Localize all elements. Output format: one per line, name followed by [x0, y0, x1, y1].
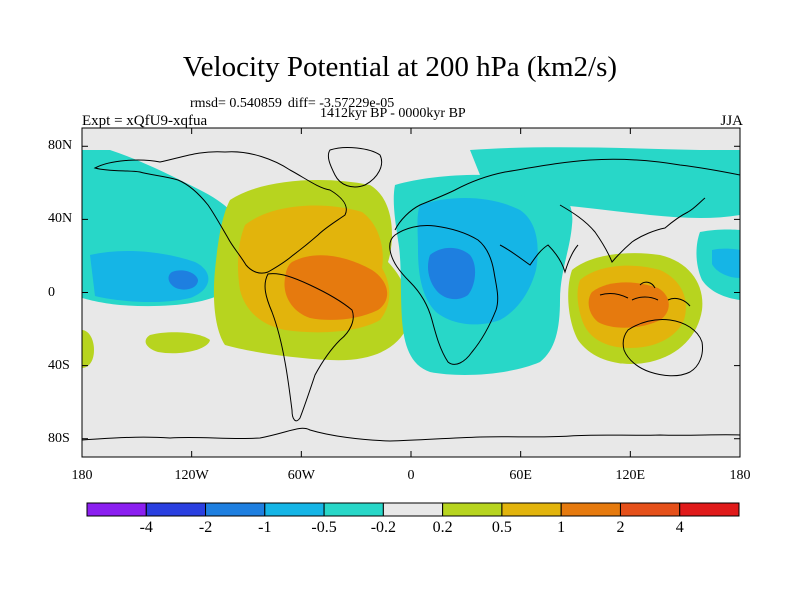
colorbar-level-label: 0.5 — [491, 519, 512, 536]
experiment-label: Expt = xQfU9-xqfua — [82, 113, 208, 129]
contour-neg-02-eurasia — [470, 147, 740, 219]
colorbar-swatch — [145, 502, 207, 517]
stats-line: rmsd= 0.540859 diff= -3.57229e-05 — [190, 96, 394, 112]
coast-greenland — [327, 147, 383, 188]
coast-antarctica — [82, 427, 740, 442]
colorbar — [86, 502, 740, 517]
coast-indonesia — [599, 281, 691, 307]
colorbar-level-label: -1 — [258, 519, 272, 536]
contour-pos-02-south-pacific — [145, 332, 210, 354]
period-label: 1412kyr BP - 0000kyr BP — [320, 106, 466, 121]
lat-label: 80S — [48, 430, 70, 446]
contour-pos-1-maritime — [588, 282, 669, 328]
colorbar-swatch — [560, 502, 621, 517]
lat-label: 80N — [48, 138, 73, 154]
coast-australia — [622, 319, 703, 377]
diff-value: diff= -3.57229e-05 — [287, 96, 395, 111]
lon-label: 0 — [407, 468, 415, 483]
colorbar-level-label: 4 — [675, 519, 684, 536]
lon-label: 180 — [71, 468, 93, 483]
lon-label: 60W — [287, 468, 315, 483]
coastline-layer — [82, 147, 740, 442]
contour-pos-02-west-edge — [82, 330, 94, 368]
lon-label: 120E — [615, 468, 646, 483]
contour-neg-1-pacific — [168, 270, 198, 290]
colorbar-swatch — [619, 502, 681, 517]
contour-neg-05-pacific — [90, 250, 209, 303]
colorbar-swatch — [679, 502, 740, 517]
rmsd-value: rmsd= 0.540859 — [190, 96, 282, 111]
contour-neg-05-east-pacific — [712, 248, 740, 278]
lat-label: 40S — [48, 357, 70, 373]
colorbar-swatch — [442, 502, 503, 517]
contour-fill-layer — [82, 147, 740, 375]
colorbar-level-label: 1 — [557, 519, 566, 536]
coast-north-america — [93, 151, 347, 274]
colorbar-swatch — [264, 502, 325, 517]
coast-arabia-india — [499, 244, 579, 274]
coast-africa — [389, 225, 499, 365]
colorbar-swatch — [323, 502, 384, 517]
season-label: JJA — [720, 113, 743, 129]
colorbar-level-label: 0.2 — [432, 519, 453, 536]
colorbar-swatch — [205, 502, 266, 517]
contour-pos-1-americas — [284, 255, 388, 320]
colorbar-level-label: -0.5 — [311, 519, 337, 536]
contour-neg-1-africa — [428, 247, 476, 300]
colorbar-level-label: -4 — [139, 519, 153, 536]
axis-ticks — [81, 128, 741, 457]
colorbar-swatch — [86, 502, 147, 517]
plot-title: Velocity Potential at 200 hPa (km2/s) — [182, 51, 618, 83]
coast-europe-asia — [394, 158, 740, 263]
colorbar-level-label: -2 — [198, 519, 213, 536]
lat-label: 40N — [48, 211, 73, 227]
lat-label: 0 — [48, 284, 55, 300]
colorbar-level-label: 2 — [616, 519, 625, 536]
colorbar-swatch — [382, 502, 444, 517]
lon-label: 60E — [509, 468, 532, 483]
lon-label: 180 — [729, 468, 751, 483]
coast-south-america — [264, 273, 354, 422]
colorbar-swatch — [501, 502, 562, 517]
lon-label: 120W — [174, 468, 209, 483]
colorbar-level-label: -0.2 — [370, 519, 397, 536]
